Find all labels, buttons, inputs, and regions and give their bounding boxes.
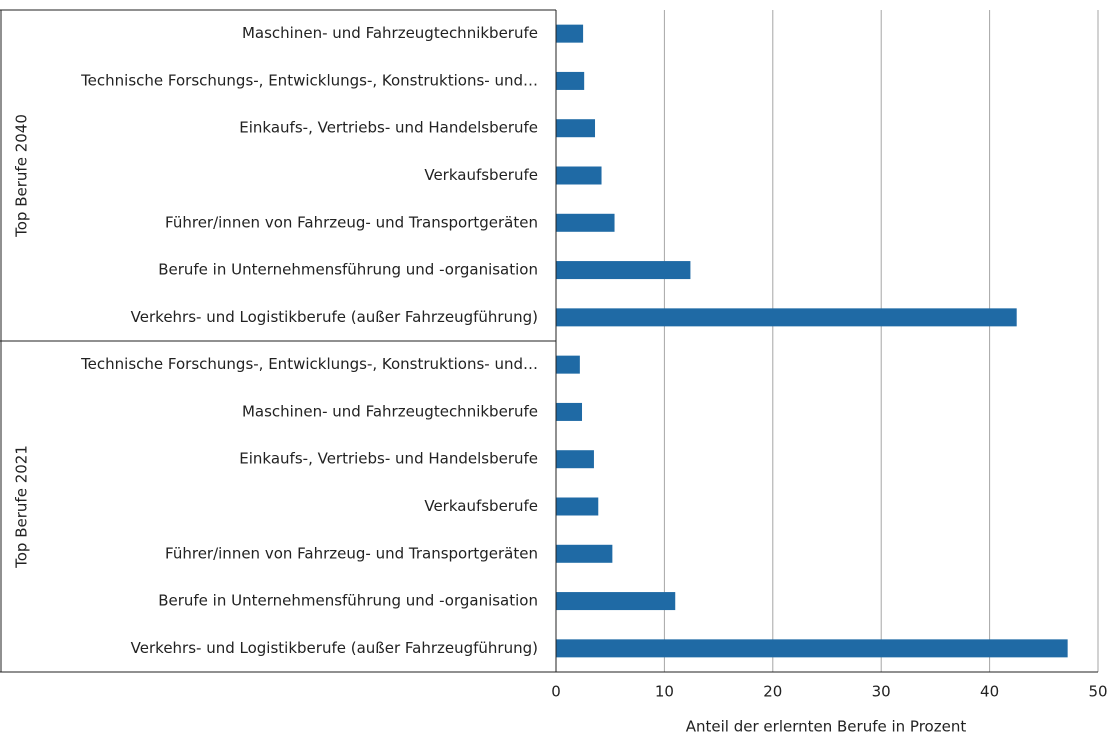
y-tick-label: Berufe in Unternehmensführung und -organ… (158, 592, 538, 610)
y-tick-label: Verkaufsberufe (424, 497, 538, 515)
x-tick-label: 0 (551, 683, 561, 701)
x-tick-label: 20 (763, 683, 782, 701)
bar (556, 450, 594, 469)
x-tick-label: 40 (980, 683, 999, 701)
bar (556, 497, 599, 516)
bar (556, 544, 613, 563)
x-tick-label: 30 (872, 683, 891, 701)
bar (556, 592, 676, 611)
group-label: Top Berufe 2021 (13, 445, 31, 569)
y-tick-label: Verkehrs- und Logistikberufe (außer Fahr… (131, 639, 538, 657)
y-tick-label: Maschinen- und Fahrzeugtechnikberufe (242, 24, 538, 42)
bar (556, 639, 1068, 658)
bar (556, 166, 602, 185)
y-tick-label: Maschinen- und Fahrzeugtechnikberufe (242, 402, 538, 420)
x-tick-label: 50 (1088, 683, 1107, 701)
y-tick-label: Einkaufs-, Vertriebs- und Handelsberufe (239, 119, 538, 137)
y-tick-label: Führer/innen von Fahrzeug- und Transport… (165, 544, 538, 562)
bar (556, 213, 615, 232)
bar (556, 119, 596, 138)
y-tick-label: Verkaufsberufe (424, 166, 538, 184)
bar (556, 24, 584, 43)
bar (556, 71, 585, 90)
y-tick-label: Berufe in Unternehmensführung und -organ… (158, 261, 538, 279)
x-axis-label: Anteil der erlernten Berufe in Prozent (686, 718, 967, 736)
y-tick-label: Technische Forschungs-, Entwicklungs-, K… (80, 71, 538, 89)
y-tick-label: Technische Forschungs-, Entwicklungs-, K… (80, 355, 538, 373)
y-tick-label: Verkehrs- und Logistikberufe (außer Fahr… (131, 308, 538, 326)
bar (556, 308, 1017, 327)
x-tick-label: 10 (655, 683, 674, 701)
bar (556, 261, 691, 280)
y-tick-label: Führer/innen von Fahrzeug- und Transport… (165, 213, 538, 231)
bar (556, 402, 583, 421)
bar (556, 355, 580, 374)
y-tick-label: Einkaufs-, Vertriebs- und Handelsberufe (239, 450, 538, 468)
group-label: Top Berufe 2040 (13, 114, 31, 238)
